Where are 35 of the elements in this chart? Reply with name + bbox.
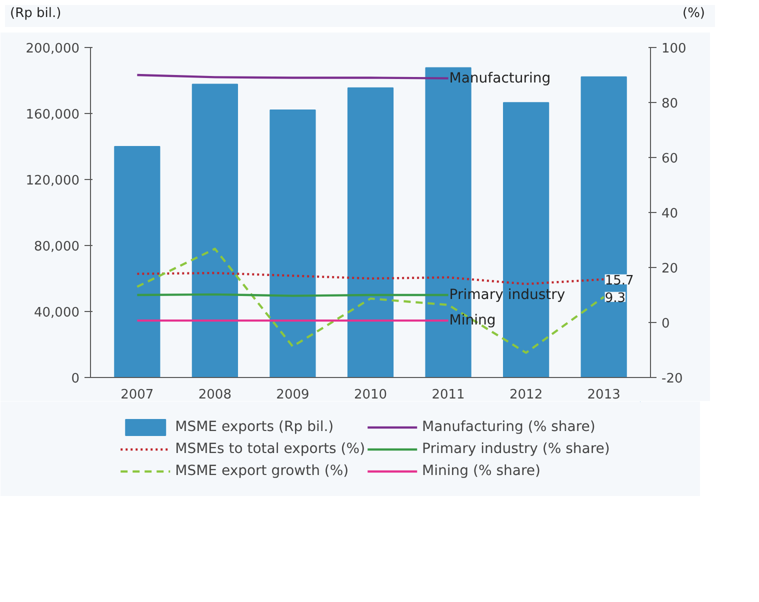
x-tick-label: 2013 <box>587 388 620 402</box>
y2-tick-label: 60 <box>662 152 678 166</box>
bar <box>192 84 238 378</box>
bar <box>270 110 316 378</box>
x-tick-label: 2008 <box>198 388 232 402</box>
y-tick-label: 200,000 <box>26 42 80 56</box>
data-label: 9.3 <box>604 290 626 306</box>
y-tick-label: 80,000 <box>34 240 80 254</box>
x-tick-label: 2012 <box>510 388 543 402</box>
y-tick-label: 120,000 <box>26 174 80 188</box>
bar <box>114 146 160 378</box>
legend-label: MSMEs to total exports (%) <box>175 440 366 456</box>
y-tick-label: 0 <box>71 372 80 386</box>
legend-label: MSME exports (Rp bil.) <box>175 418 334 434</box>
legend-label: MSME export growth (%) <box>175 462 349 478</box>
x-tick-label: 2010 <box>354 388 388 402</box>
y-axis-title: (Rp bil.) <box>10 5 62 23</box>
legend-label: Primary industry (% share) <box>422 440 610 456</box>
y-tick-label: 160,000 <box>26 108 80 122</box>
y-tick-label: 40,000 <box>34 306 80 320</box>
x-tick-label: 2009 <box>276 388 310 402</box>
data-label: 15.7 <box>604 273 634 288</box>
y2-axis-title: (%) <box>682 5 705 23</box>
x-tick-label: 2011 <box>432 388 465 402</box>
legend-label: Manufacturing (% share) <box>422 418 596 434</box>
bar <box>347 87 394 378</box>
y2-tick-label: 40 <box>662 206 678 222</box>
y2-tick-label: 100 <box>662 42 686 56</box>
y2-tick-label: -20 <box>662 372 683 386</box>
y2-tick-label: 80 <box>662 96 678 112</box>
x-tick-label: 2007 <box>120 388 154 402</box>
legend-label: Mining (% share) <box>422 462 540 478</box>
y2-tick-label: 20 <box>662 262 678 276</box>
annotation: Mining <box>449 312 496 329</box>
y2-tick-label: 0 <box>662 316 670 332</box>
